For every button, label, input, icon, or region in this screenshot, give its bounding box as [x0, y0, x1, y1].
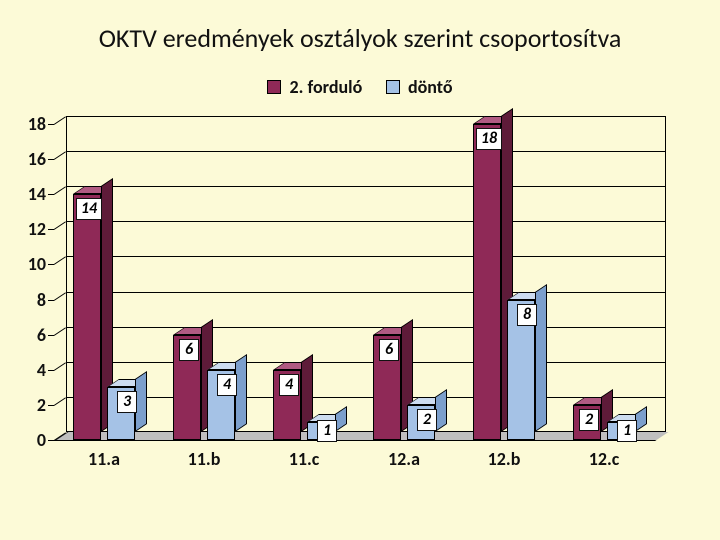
- value-label: 4: [279, 374, 299, 396]
- y-tick: [48, 159, 54, 160]
- y-tick-label: 4: [16, 359, 46, 381]
- value-label: 2: [417, 409, 437, 431]
- value-label: 6: [179, 339, 199, 361]
- gridline: [66, 221, 666, 222]
- y-tick: [48, 194, 54, 195]
- value-label: 14: [76, 198, 102, 220]
- gridline: [66, 256, 666, 257]
- chart-title: OKTV eredmények osztályok szerint csopor…: [0, 0, 720, 54]
- value-label: 1: [317, 420, 337, 442]
- value-label: 18: [476, 128, 502, 150]
- x-label: 12.b: [454, 448, 554, 470]
- y-tick: [48, 229, 54, 230]
- legend: 2. forduló döntő: [0, 76, 720, 98]
- y-tick-label: 16: [16, 148, 46, 170]
- gridline: [66, 327, 666, 328]
- gridline: [66, 397, 666, 398]
- gridline-depth: [54, 397, 67, 406]
- x-label: 11.a: [54, 448, 154, 470]
- x-label: 12.a: [354, 448, 454, 470]
- y-tick: [48, 405, 54, 406]
- plot-area: 02468101214161814311.a6411.b4111.c6212.a…: [54, 116, 666, 476]
- y-tick-label: 12: [16, 218, 46, 240]
- y-tick-label: 6: [16, 324, 46, 346]
- gridline-depth: [54, 116, 67, 125]
- gridline: [66, 362, 666, 363]
- y-tick-label: 10: [16, 253, 46, 275]
- y-tick: [48, 370, 54, 371]
- y-tick: [48, 264, 54, 265]
- gridline: [66, 186, 666, 187]
- x-label: 11.c: [254, 448, 354, 470]
- x-label: 12.c: [554, 448, 654, 470]
- legend-item-0: 2. forduló: [267, 76, 362, 98]
- y-tick-label: 2: [16, 394, 46, 416]
- gridline-depth: [54, 292, 67, 301]
- value-label: 8: [517, 304, 537, 326]
- gridline: [66, 151, 666, 152]
- front-baseline: [54, 440, 654, 441]
- y-tick-label: 18: [16, 113, 46, 135]
- y-tick: [48, 300, 54, 301]
- gridline-depth: [54, 362, 67, 371]
- value-label: 1: [617, 420, 637, 442]
- legend-swatch-0: [267, 80, 281, 94]
- gridline-depth: [54, 221, 67, 230]
- legend-label-0: 2. forduló: [290, 76, 363, 98]
- value-label: 6: [379, 339, 399, 361]
- legend-label-1: döntő: [408, 76, 453, 98]
- gridline-depth: [54, 186, 67, 195]
- legend-swatch-1: [386, 80, 400, 94]
- value-label: 3: [117, 391, 137, 413]
- value-label: 4: [217, 374, 237, 396]
- legend-item-1: döntő: [386, 76, 453, 98]
- y-tick-label: 8: [16, 289, 46, 311]
- x-label: 11.b: [154, 448, 254, 470]
- value-label: 2: [579, 409, 599, 431]
- y-tick-label: 14: [16, 183, 46, 205]
- bar: [73, 194, 101, 440]
- gridline-depth: [54, 151, 67, 160]
- gridline-depth: [54, 327, 67, 336]
- gridline-depth: [54, 257, 67, 266]
- y-tick: [48, 335, 54, 336]
- back-wall: [66, 116, 666, 432]
- gridline: [66, 292, 666, 293]
- bar: [473, 124, 501, 440]
- y-tick-label: 0: [16, 429, 46, 451]
- y-tick: [48, 124, 54, 125]
- y-tick: [48, 440, 54, 441]
